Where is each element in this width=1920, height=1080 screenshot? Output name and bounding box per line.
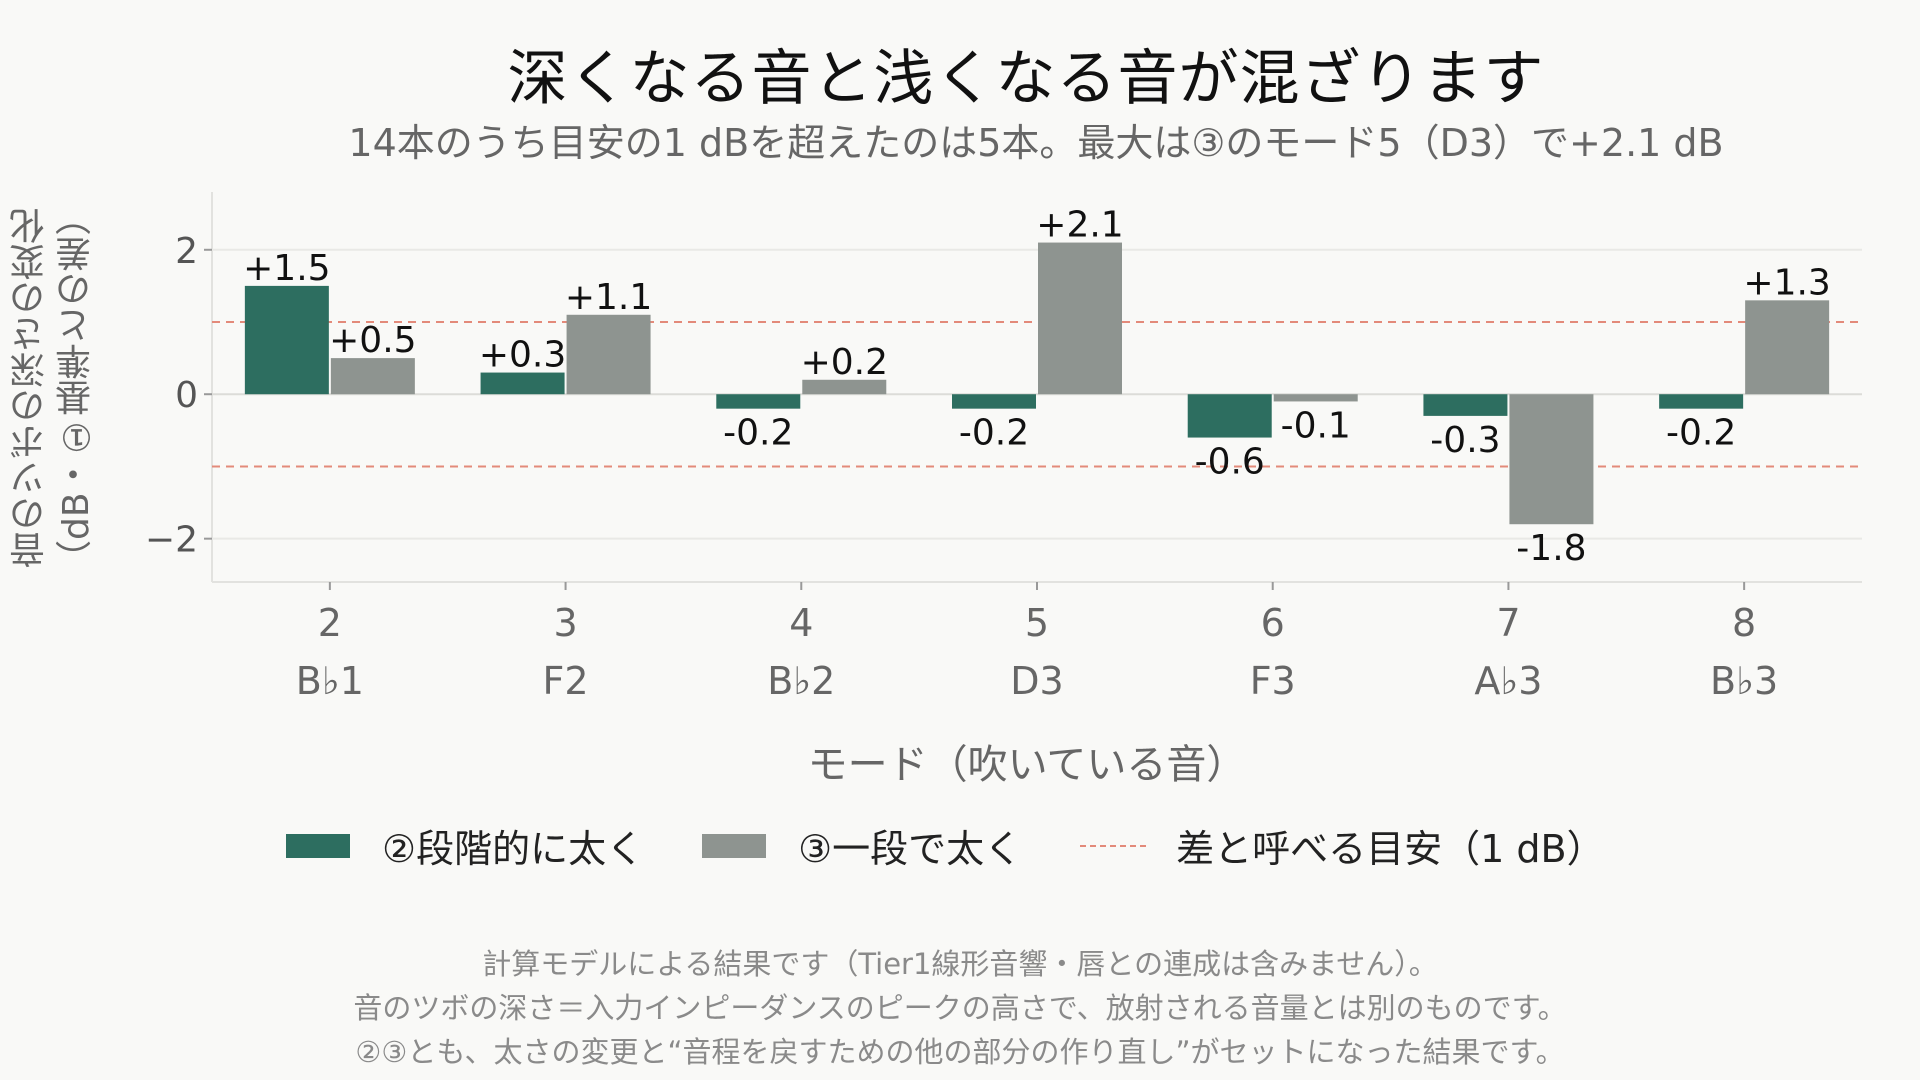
bar-series1	[952, 394, 1036, 409]
data-label-series1: -0.2	[1666, 413, 1736, 454]
x-tick-label: 4	[789, 601, 813, 645]
data-label-series1: +0.3	[479, 335, 566, 376]
y-tick-label: 0	[175, 375, 198, 416]
bar-series1	[244, 285, 329, 395]
y-tick-label: −2	[145, 520, 198, 561]
legend-item-series2: ③一段で太く	[702, 818, 1022, 873]
data-label-series1: +1.5	[243, 248, 330, 289]
y-tick-label: 2	[175, 231, 198, 272]
bar-series1	[1423, 394, 1508, 416]
data-label-series2: -0.1	[1281, 405, 1351, 446]
bar-series2	[330, 358, 415, 395]
legend-item-threshold: 差と呼べる目安（1 dB）	[1080, 818, 1605, 873]
x-tick-note: F2	[543, 659, 589, 703]
bar-series2	[1273, 394, 1358, 402]
data-label-series1: -0.2	[723, 413, 793, 454]
legend-label-threshold: 差と呼べる目安（1 dB）	[1176, 827, 1605, 871]
data-label-series2: +2.1	[1036, 205, 1123, 246]
bar-series2	[802, 379, 887, 395]
data-label-series1: -0.2	[959, 413, 1029, 454]
x-tick-note: D3	[1010, 659, 1063, 703]
legend: ②段階的に太く ③一段で太く 差と呼べる目安（1 dB）	[286, 818, 1663, 873]
bar-series1	[480, 372, 565, 395]
legend-swatch-series1	[286, 833, 350, 858]
legend-dash-threshold	[1080, 844, 1147, 847]
bar-series2	[566, 314, 651, 395]
bar-series2	[1038, 242, 1122, 395]
data-label-series2: +1.3	[1743, 262, 1830, 303]
footnotes: 計算モデルによる結果です（Tier1線形音響・唇との連成は含みません）。 音のツ…	[0, 942, 1920, 1074]
x-tick-note: B♭1	[296, 659, 364, 703]
x-tick-label: 8	[1732, 601, 1756, 645]
bar-series1	[1187, 394, 1272, 438]
bar-series1	[716, 394, 801, 409]
legend-label-series1: ②段階的に太く	[382, 827, 645, 871]
data-label-series1: -0.6	[1195, 442, 1265, 483]
x-axis-label: モード（吹いている音）	[807, 742, 1247, 788]
footnote-3: ②③とも、太さの変更と“音程を戻すための他の部分の作り直し”がセットになった結果…	[355, 1035, 1565, 1069]
x-tick-label: 6	[1261, 601, 1285, 645]
x-tick-label: 3	[553, 601, 577, 645]
footnote-1: 計算モデルによる結果です（Tier1線形音響・唇との連成は含みません）。	[482, 947, 1438, 981]
bar-series1	[1659, 394, 1744, 409]
x-tick-note: B♭3	[1710, 659, 1778, 703]
footnote-2: 音のツボの深さ＝入力インピーダンスのピークの高さで、放射される音量とは別のもので…	[353, 991, 1567, 1025]
data-label-series2: +0.2	[801, 342, 888, 383]
x-tick-label: 5	[1025, 601, 1049, 645]
x-tick-label: 7	[1496, 601, 1520, 645]
legend-swatch-series2	[702, 833, 767, 858]
data-label-series2: -1.8	[1516, 528, 1586, 569]
x-tick-note: B♭2	[767, 659, 835, 703]
x-tick-label: 2	[318, 601, 342, 645]
legend-item-series1: ②段階的に太く	[286, 818, 644, 873]
legend-label-series2: ③一段で太く	[798, 827, 1023, 871]
chart-title: 深くなる音と浅くなる音が混ざります	[507, 44, 1545, 114]
bar-chart: −202 +1.5+0.52B♭1+0.3+1.13F2-0.2+0.24B♭2-…	[145, 192, 1862, 703]
bar-series2	[1745, 300, 1830, 395]
x-tick-note: F3	[1250, 659, 1296, 703]
bar-series2	[1509, 394, 1594, 525]
data-label-series1: -0.3	[1430, 420, 1500, 461]
chart-subtitle: 14本のうち目安の1 dBを超えたのは5本。最大は③のモード5（D3）で+2.1…	[348, 121, 1724, 165]
x-tick-note: A♭3	[1474, 659, 1542, 703]
data-label-series2: +1.1	[565, 277, 652, 318]
data-label-series2: +0.5	[329, 320, 416, 361]
